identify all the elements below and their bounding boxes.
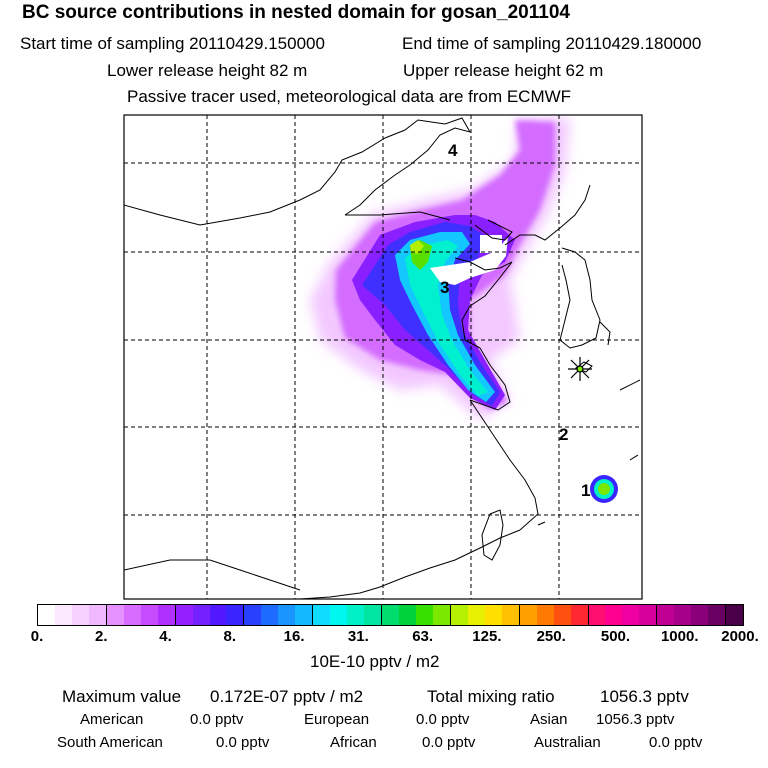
colorbar-swatch [54, 605, 72, 625]
colorbar-swatch [38, 605, 55, 625]
colorbar-swatch [71, 605, 89, 625]
colorbar-swatch [467, 605, 485, 625]
region-value-american: 0.0 pptv [190, 711, 244, 728]
colorbar-swatch [330, 605, 348, 625]
colorbar-swatch [553, 605, 571, 625]
colorbar-swatch [209, 605, 227, 625]
colorbar-swatch [674, 605, 692, 625]
colorbar-swatch [399, 605, 416, 625]
colorbar-tick-label: 8. [223, 628, 237, 645]
region-value-asian: 1056.3 pptv [596, 711, 675, 728]
colorbar-tick-label: 250. [536, 628, 566, 645]
colorbar-tick-label: 31. [347, 628, 369, 645]
colorbar-tick-label: 500. [600, 628, 631, 645]
colorbar-swatch [639, 605, 657, 625]
region-name-american: American [80, 711, 144, 728]
region-name-european: European [304, 711, 370, 728]
colorbar-swatch [157, 605, 175, 625]
map-label-3: 3 [440, 278, 449, 297]
colorbar-swatch [501, 605, 519, 625]
colorbar-tick-label: 0. [30, 628, 44, 645]
colorbar-tick-label: 63. [412, 628, 434, 645]
receptor-marker [568, 357, 592, 381]
region-name-asian: Asian [530, 711, 568, 728]
coastlines [124, 117, 641, 599]
region-value-australian: 0.0 pptv [649, 734, 703, 751]
colorbar-swatch [725, 605, 744, 625]
region-value-african: 0.0 pptv [422, 734, 476, 751]
colorbar-swatch [140, 605, 158, 625]
colorbar-swatch [536, 605, 554, 625]
colorbar-swatch [364, 605, 382, 625]
plot-title: BC source contributions in nested domain… [22, 2, 570, 23]
colorbar-swatch [570, 605, 588, 625]
map-label-4: 4 [448, 141, 458, 160]
region-value-european: 0.0 pptv [416, 711, 470, 728]
colorbar-swatch [432, 605, 450, 625]
colorbar-swatch [622, 605, 640, 625]
colorbar-swatch [243, 605, 262, 625]
colorbar-swatch [587, 605, 606, 625]
colorbar-tick-label: 1000. [660, 628, 699, 645]
upper-release-height: Upper release height 62 m [403, 61, 604, 80]
colorbar-swatch [226, 605, 244, 625]
colorbar-swatch [691, 605, 709, 625]
colorbar-swatch [449, 605, 468, 625]
colorbar-swatch [261, 605, 279, 625]
max-value-label: Maximum value [62, 687, 182, 706]
colorbar [37, 604, 744, 626]
colorbar-swatch [278, 605, 296, 625]
tracer-note: Passive tracer used, meteorological data… [127, 87, 572, 106]
colorbar-swatch [708, 605, 726, 625]
colorbar-swatch [88, 605, 106, 625]
start-time-label: Start time of sampling 20110429.150000 [20, 34, 325, 53]
max-value: 0.172E-07 pptv / m2 [210, 687, 364, 706]
lower-release-height: Lower release height 82 m [107, 61, 308, 80]
colorbar-swatch [381, 605, 400, 625]
colorbar-tick-label: 4. [159, 628, 172, 645]
colorbar-tick-label: 2. [95, 628, 108, 645]
concentration-plume [310, 118, 618, 503]
region-name-australian: Australian [534, 734, 601, 751]
region-name-african: African [330, 734, 377, 751]
map-label-2: 2 [559, 425, 568, 444]
colorbar-swatch [605, 605, 623, 625]
region-name-south-american: South American [57, 734, 163, 751]
colorbar-ticks: 0. 2. 4. 8. 16. 31. 63. 125. 250. 500. 1000. 2000. [0, 628, 768, 648]
colorbar-tick-label: 125. [472, 628, 502, 645]
colorbar-swatch [656, 605, 675, 625]
colorbar-swatch [295, 605, 313, 625]
colorbar-units: 10E-10 pptv / m2 [310, 652, 440, 671]
colorbar-tick-label: 2000. [721, 628, 759, 645]
colorbar-swatch [312, 605, 331, 625]
map-label-1: 1 [581, 481, 590, 500]
colorbar-swatch [105, 605, 124, 625]
colorbar-swatch [174, 605, 193, 625]
end-time-label: End time of sampling 20110429.180000 [402, 34, 702, 53]
lat-lon-grid [124, 115, 642, 599]
total-mixing-label: Total mixing ratio [427, 687, 555, 706]
map-panel: 1 2 3 4 [123, 114, 643, 600]
colorbar-swatch [347, 605, 365, 625]
total-mixing-value: 1056.3 pptv [600, 687, 689, 706]
region-value-south-american: 0.0 pptv [216, 734, 270, 751]
colorbar-swatch [192, 605, 210, 625]
colorbar-swatch [123, 605, 141, 625]
colorbar-tick-label: 16. [283, 628, 305, 645]
colorbar-swatch [484, 605, 502, 625]
colorbar-swatch [518, 605, 537, 625]
colorbar-swatch [415, 605, 433, 625]
